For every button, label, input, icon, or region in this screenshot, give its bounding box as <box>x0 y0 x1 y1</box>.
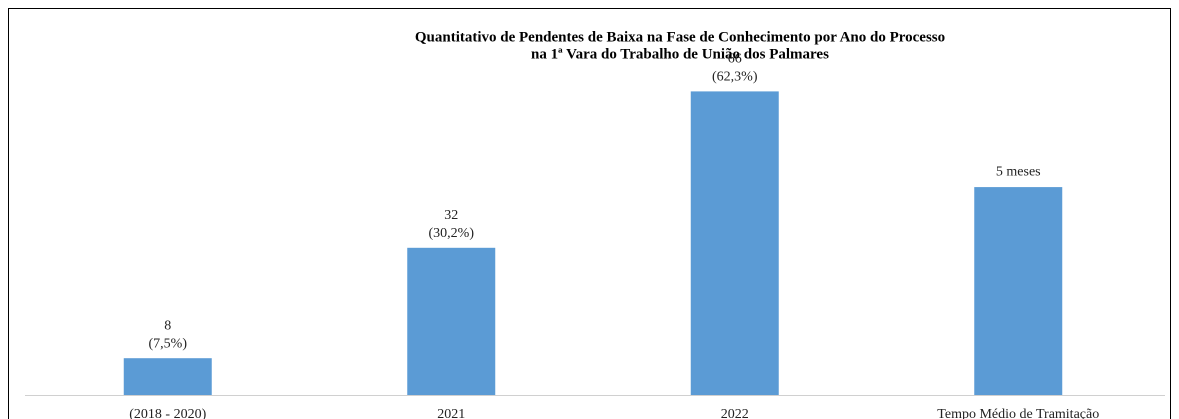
percent-label: (7,5%) <box>149 336 188 351</box>
data-label: 32 <box>444 208 458 223</box>
chart-title: na 1ª Vara do Trabalho de União dos Palm… <box>531 46 829 62</box>
x-tick-label: 2022 <box>721 407 749 419</box>
percent-label: (62,3%) <box>712 70 758 85</box>
data-label: 66 <box>728 52 742 67</box>
bar <box>690 91 779 396</box>
data-label: 8 <box>164 318 171 333</box>
bar <box>974 187 1063 395</box>
x-tick-label: Tempo Médio de Tramitação <box>937 407 1099 419</box>
chart-frame <box>8 8 1171 419</box>
chart-title: Quantitativo de Pendentes de Baixa na Fa… <box>415 29 945 45</box>
percent-label: (30,2%) <box>429 226 475 241</box>
x-tick-label: 2021 <box>437 407 465 419</box>
bar <box>123 358 212 395</box>
bar <box>407 247 496 395</box>
data-label: 5 meses <box>996 164 1041 179</box>
x-tick-label: (2018 - 2020) <box>129 407 206 419</box>
